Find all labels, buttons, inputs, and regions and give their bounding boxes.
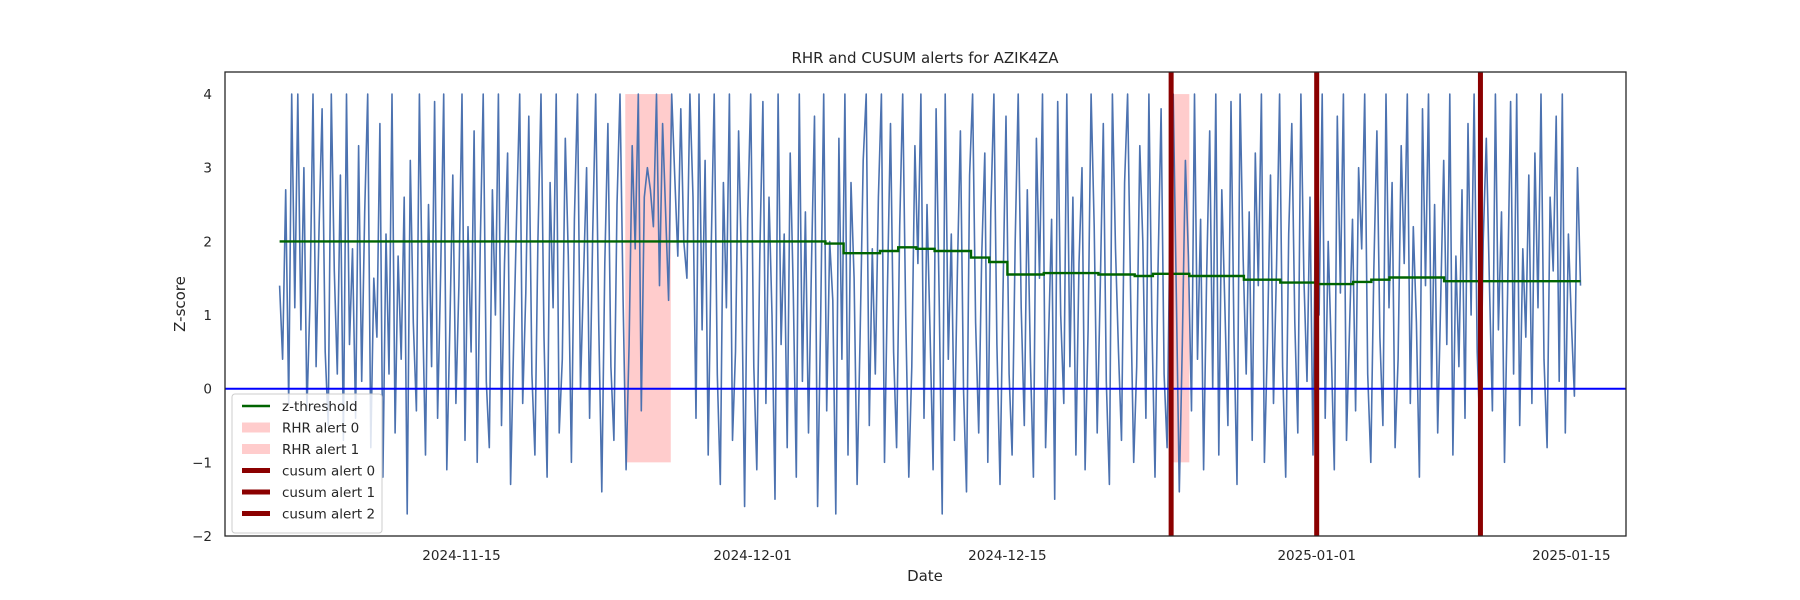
y-tick-label-1: −1 <box>192 455 212 471</box>
legend-swatch-2 <box>242 444 270 454</box>
x-tick-label-3: 2025-01-01 <box>1277 548 1355 564</box>
x-axis-ticks: 2024-11-15 2024-12-01 2024-12-15 2025-01-01… <box>422 548 1610 564</box>
legend: z-threshold RHR alert 0 RHR alert 1 cusum a… <box>231 393 383 534</box>
y-axis-ticks: −2 −1 0 1 2 3 4 <box>192 87 212 545</box>
chart-title: RHR and CUSUM alerts for AZIK4ZA <box>791 49 1059 67</box>
z-score-line <box>278 93 1582 515</box>
legend-label-0: z-threshold <box>282 399 358 415</box>
plot-area <box>225 72 1626 536</box>
legend-swatch-1 <box>242 422 270 433</box>
y-axis-label: Z-score <box>171 276 189 332</box>
y-tick-label-5: 3 <box>203 161 212 177</box>
y-tick-label-0: −2 <box>192 529 212 545</box>
legend-label-2: RHR alert 1 <box>282 442 359 458</box>
y-tick-label-3: 1 <box>203 308 212 324</box>
z-threshold-line <box>279 240 1581 286</box>
x-tick-label-2: 2024-12-15 <box>968 548 1046 564</box>
x-tick-label-4: 2025-01-15 <box>1532 548 1610 564</box>
y-tick-label-6: 4 <box>203 87 212 103</box>
plot-frame <box>224 71 1627 537</box>
legend-label-5: cusum alert 2 <box>282 507 375 523</box>
y-tick-label-4: 2 <box>203 234 212 250</box>
legend-label-3: cusum alert 0 <box>282 464 375 480</box>
x-tick-label-1: 2024-12-01 <box>713 548 791 564</box>
y-tick-label-2: 0 <box>203 382 212 398</box>
legend-label-1: RHR alert 0 <box>282 421 359 437</box>
legend-label-4: cusum alert 1 <box>282 485 375 501</box>
x-axis-label: Date <box>907 567 943 585</box>
x-tick-label-0: 2024-11-15 <box>422 548 500 564</box>
